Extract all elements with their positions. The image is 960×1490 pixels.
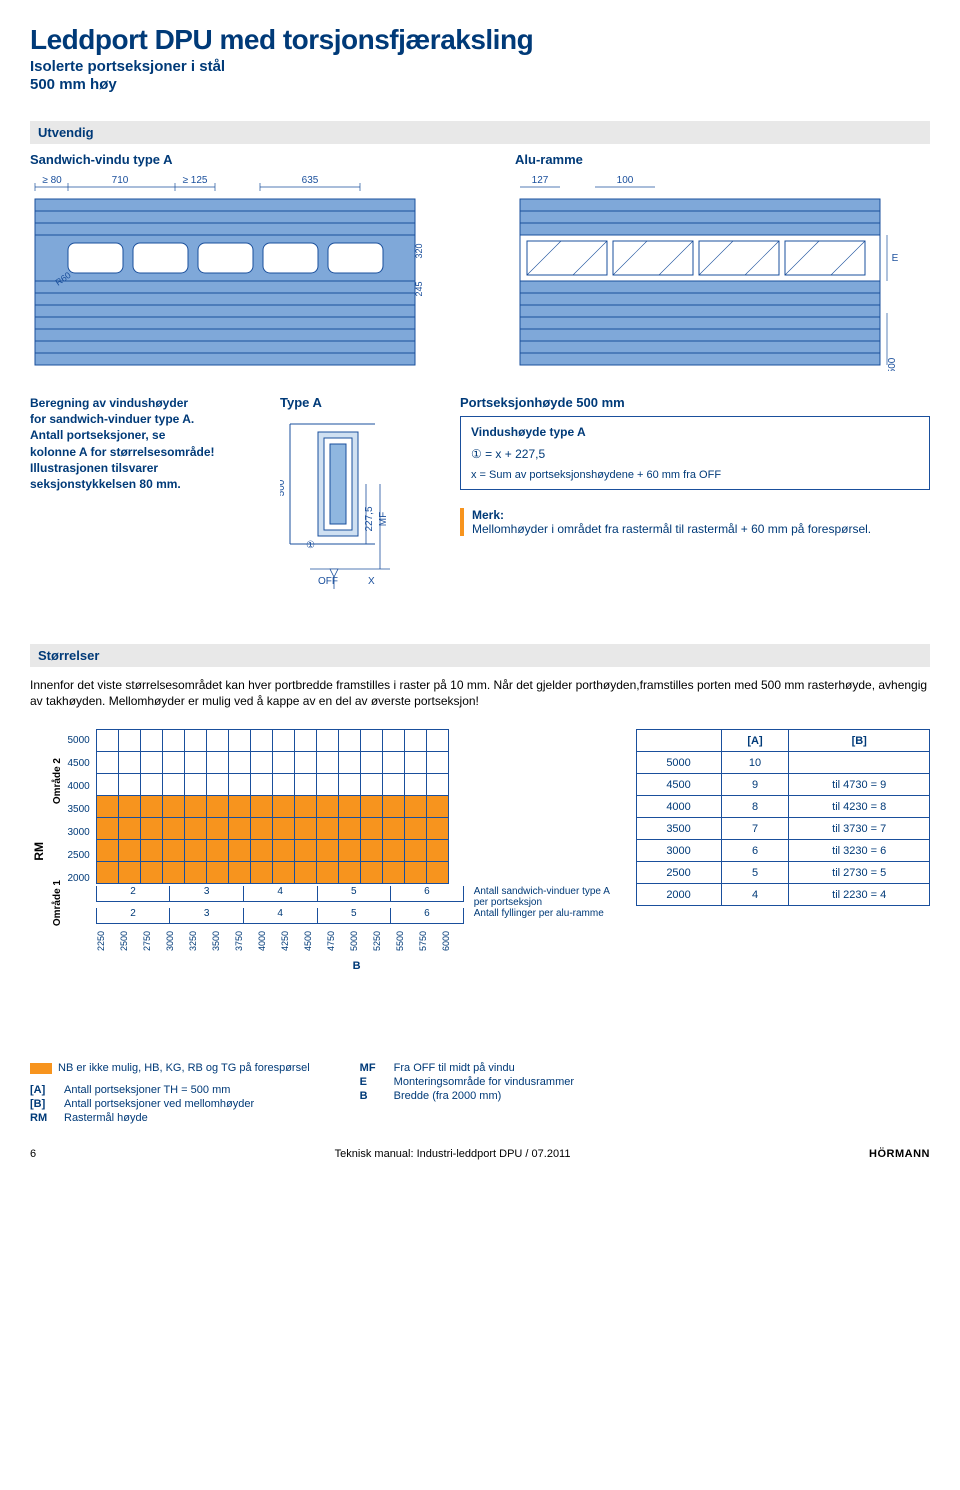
section-utvendig: Utvendig bbox=[30, 121, 930, 144]
area1-label: Område 1 bbox=[52, 880, 63, 926]
svg-text:500: 500 bbox=[887, 357, 898, 371]
svg-text:E: E bbox=[892, 253, 899, 264]
diagram-row: Sandwich-vindu type A ≥ 80 710 ≥ 125 635 bbox=[30, 152, 930, 371]
svg-text:320: 320 bbox=[414, 243, 424, 258]
svg-text:≥ 125: ≥ 125 bbox=[183, 175, 208, 186]
legend: NB er ikke mulig, HB, KG, RB og TG på fo… bbox=[30, 1062, 930, 1124]
sandwich-column: Sandwich-vindu type A ≥ 80 710 ≥ 125 635 bbox=[30, 152, 445, 371]
svg-text:500: 500 bbox=[280, 479, 287, 496]
area2-label: Område 2 bbox=[52, 758, 63, 804]
x-ticks: 2250250027503000325035003750400042504500… bbox=[96, 926, 618, 956]
calc-text: Beregning av vindushøyder for sandwich-v… bbox=[30, 395, 260, 604]
subtitle-2: 500 mm høy bbox=[30, 76, 930, 93]
svg-text:OFF: OFF bbox=[318, 576, 338, 587]
page-title: Leddport DPU med torsjonsfjæraksling bbox=[30, 24, 930, 56]
type-a-diagram: Type A 500 ① 227,5 MF OFF X bbox=[280, 395, 440, 604]
sandwich-diagram: ≥ 80 710 ≥ 125 635 bbox=[30, 171, 430, 371]
svg-text:X: X bbox=[368, 576, 375, 587]
size-grid bbox=[96, 729, 449, 884]
svg-text:≥ 80: ≥ 80 bbox=[42, 175, 62, 186]
svg-text:①: ① bbox=[306, 540, 315, 551]
svg-text:100: 100 bbox=[617, 175, 634, 186]
sandwich-label: Sandwich-vindu type A bbox=[30, 152, 445, 167]
alu-diagram: 127 100 bbox=[515, 171, 915, 371]
rm-label: RM bbox=[32, 842, 46, 861]
footer: 6 Teknisk manual: Industri-leddport DPU … bbox=[30, 1144, 930, 1164]
sizes-chart: RM Område 2 Område 1 5000450040003500300… bbox=[30, 729, 930, 972]
portseksjon-info: Portseksjonhøyde 500 mm Vindushøyde type… bbox=[460, 395, 930, 604]
svg-text:245: 245 bbox=[414, 281, 424, 296]
svg-text:127: 127 bbox=[532, 175, 549, 186]
alu-column: Alu-ramme 127 100 bbox=[515, 152, 930, 371]
mid-row: Beregning av vindushøyder for sandwich-v… bbox=[30, 395, 930, 604]
svg-text:710: 710 bbox=[112, 175, 129, 186]
row-labels: 5000450040003500300025002000 bbox=[67, 729, 95, 972]
section-sizes: Størrelser bbox=[30, 644, 930, 667]
ab-table: [A][B]50001045009til 4730 = 940008til 42… bbox=[636, 729, 930, 972]
alu-label: Alu-ramme bbox=[515, 152, 930, 167]
svg-text:635: 635 bbox=[302, 175, 319, 186]
subtitle-1: Isolerte portseksjoner i stål bbox=[30, 58, 930, 75]
vindushoyde-box: Vindushøyde type A ① = x + 227,5 x = Sum… bbox=[460, 416, 930, 490]
sizes-intro: Innenfor det viste størrelsesområdet kan… bbox=[30, 677, 930, 709]
merk-note: Merk: Mellomhøyder i området fra rasterm… bbox=[460, 508, 930, 536]
